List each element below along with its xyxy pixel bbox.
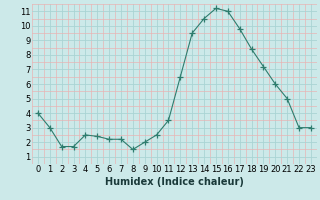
X-axis label: Humidex (Indice chaleur): Humidex (Indice chaleur) xyxy=(105,177,244,187)
